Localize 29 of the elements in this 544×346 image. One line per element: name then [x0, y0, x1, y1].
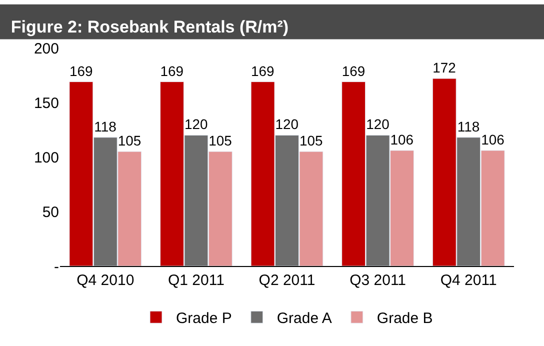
legend-label: Grade A [276, 310, 332, 327]
x-tick-label: Q4 2011 [440, 272, 497, 289]
data-label: 169 [342, 62, 366, 79]
data-label: 120 [275, 116, 299, 132]
data-label: 106 [390, 131, 414, 148]
data-label: 105 [208, 132, 232, 149]
y-tick-label: 100 [34, 149, 59, 166]
legend-label: Grade B [376, 310, 433, 327]
data-label: 118 [457, 118, 480, 134]
x-tick-label: Q4 2010 [76, 272, 134, 289]
y-tick-label: 50 [42, 204, 59, 221]
data-label: 105 [299, 132, 323, 149]
data-label: 172 [432, 60, 456, 76]
data-label: 120 [366, 116, 390, 132]
data-label: 169 [69, 62, 93, 79]
data-label: 169 [160, 62, 184, 79]
legend-label: Grade P [176, 310, 232, 327]
data-label: 169 [251, 62, 275, 79]
x-tick-label: Q3 2011 [350, 272, 406, 289]
chart-title: Figure 2: Rosebank Rentals (R/m²) [10, 18, 289, 37]
data-label: 106 [481, 131, 505, 148]
data-label: 120 [184, 116, 208, 132]
x-tick-label: Q2 2011 [258, 272, 316, 289]
data-label: 105 [118, 132, 142, 149]
y-tick-label: - [54, 258, 59, 276]
data-label: 118 [94, 118, 117, 134]
x-tick-label: Q1 2011 [168, 272, 224, 289]
y-tick-label: 200 [34, 40, 59, 58]
y-tick-label: 150 [34, 94, 59, 112]
